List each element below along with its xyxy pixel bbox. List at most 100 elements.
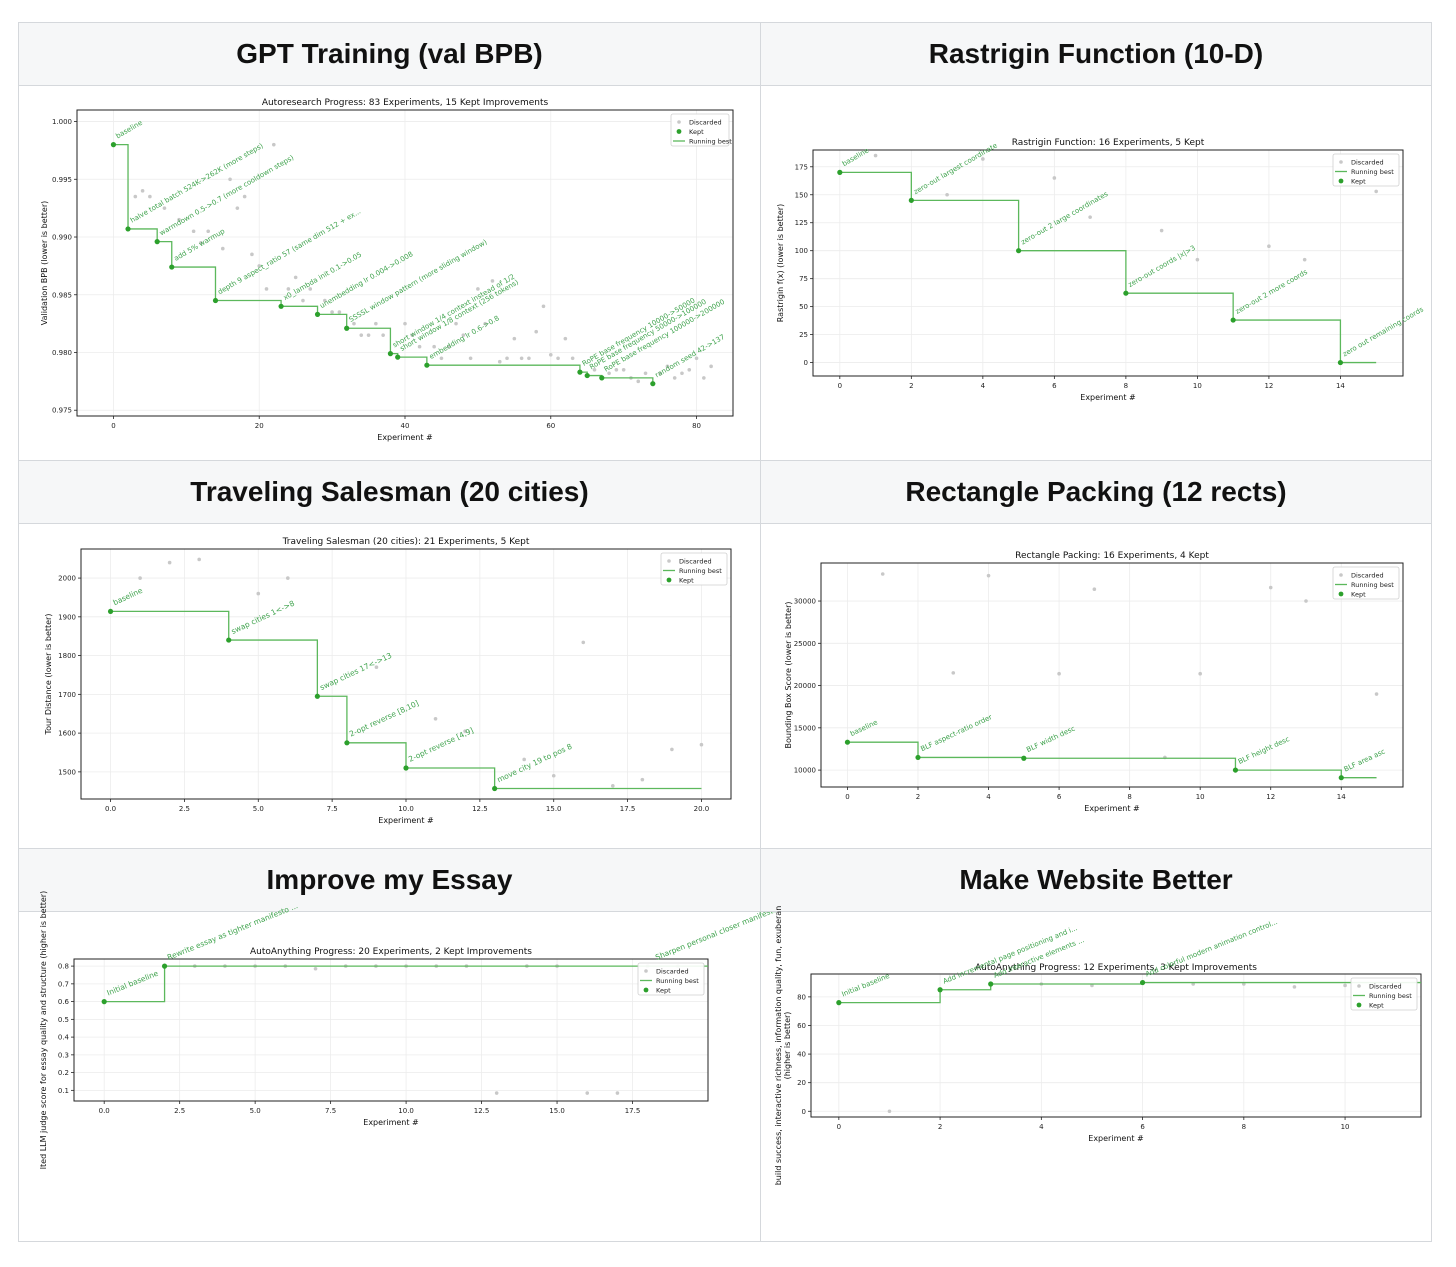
discarded-point (615, 1091, 620, 1095)
x-tick-label: 4 (981, 382, 986, 390)
kept-annotation: Add incremental page positioning and i..… (942, 924, 1079, 985)
discarded-point (694, 356, 699, 361)
x-tick-label: 2.5 (174, 1107, 185, 1115)
discarded-point (951, 671, 956, 675)
discarded-point (1195, 257, 1200, 262)
kept-point (154, 239, 160, 245)
x-tick-label: 0.0 (99, 1107, 110, 1115)
legend-marker-kept (666, 577, 672, 583)
discarded-point (1374, 189, 1378, 194)
x-tick-label: 0 (837, 1123, 841, 1131)
y-tick-label: 0.995 (52, 176, 72, 184)
discarded-point (140, 189, 145, 193)
x-tick-label: 8 (1124, 382, 1128, 390)
y-tick-label: 0.3 (58, 1051, 69, 1059)
x-tick-label: 0 (111, 422, 115, 430)
y-tick-label: 0.2 (58, 1069, 69, 1077)
discarded-point (981, 157, 985, 161)
panel-heading: Traveling Salesman (20 cities) (19, 461, 760, 524)
chart-title: Rastrigin Function: 16 Experiments, 5 Ke… (1012, 138, 1205, 148)
discarded-point (468, 356, 473, 361)
kept-annotation: x0_lambda init 0.1->0.05 (282, 251, 363, 302)
discarded-point (687, 368, 692, 372)
legend-label: Kept (656, 987, 671, 995)
legend-label: Discarded (689, 119, 722, 127)
x-tick-label: 2.5 (179, 805, 190, 813)
kept-point (226, 637, 232, 643)
chart-rastrigin: 0 2 4 6 8 10 12 14 0 25 50 75 100 125 150 175 Rastrigin … (776, 138, 1425, 402)
chart-title: AutoAnything Progress: 12 Experiments, 3… (975, 963, 1257, 973)
chart-website: 0 2 4 6 8 10 0 20 40 60 80 AutoAnything Progress: 1… (774, 906, 1422, 1185)
legend-label: Kept (1351, 591, 1366, 599)
legend-label: Kept (1351, 178, 1366, 186)
running-best-line (104, 965, 708, 1003)
kept-point (584, 372, 590, 379)
chart-title: AutoAnything Progress: 20 Experiments, 2… (250, 947, 532, 957)
kept-point (212, 297, 219, 304)
discarded-point (585, 1091, 590, 1095)
kept-annotation: add 5% warmup (173, 227, 227, 263)
discarded-point (640, 777, 645, 782)
discarded-point (611, 784, 615, 788)
kept-annotation: 2-opt reverse [8,10] (348, 699, 420, 739)
x-tick-label: 6 (1140, 1123, 1145, 1131)
x-tick-label: 20 (255, 422, 264, 430)
y-tick-label: 100 (795, 247, 808, 255)
discarded-point (177, 217, 181, 222)
legend-marker-discarded (1339, 573, 1343, 577)
discarded-point (702, 376, 706, 380)
y-tick-label: 1800 (58, 652, 76, 660)
discarded-point (454, 321, 458, 326)
discarded-point (410, 333, 415, 337)
y-tick-label: 0 (802, 1108, 806, 1116)
kept-point (1337, 359, 1344, 366)
discarded-point (505, 356, 509, 361)
discarded-point (483, 321, 487, 326)
x-tick-label: 4 (1039, 1123, 1044, 1131)
legend-marker-discarded (677, 120, 681, 124)
discarded-point (206, 229, 210, 234)
discarded-point (301, 298, 305, 303)
discarded-point (614, 368, 619, 372)
kept-annotation: zero-out 2 more coords (1234, 268, 1309, 316)
legend-box (670, 113, 730, 147)
discarded-point (709, 364, 713, 369)
kept-annotation: BLF height desc (1237, 735, 1291, 766)
kept-annotation: baseline (112, 586, 145, 608)
kept-point (915, 754, 921, 761)
discarded-point (366, 333, 371, 337)
discarded-point (680, 371, 684, 376)
discarded-point (228, 177, 232, 182)
legend-label: Discarded (1351, 159, 1384, 167)
running-best-line (110, 610, 702, 790)
kept-point (937, 987, 943, 993)
chart-title: Traveling Salesman (20 cities): 21 Exper… (282, 537, 530, 547)
kept-annotation: move city 19 to pos 8 (496, 742, 574, 785)
discarded-point (433, 716, 438, 721)
discarded-point (463, 729, 467, 733)
discarded-point (220, 246, 225, 251)
y-tick-label: 1.000 (52, 118, 72, 126)
y-tick-label: 40 (797, 1051, 806, 1059)
legend-marker-discarded (1339, 160, 1343, 164)
discarded-point (191, 229, 196, 234)
kept-point (403, 765, 409, 771)
y-tick-label: 1700 (58, 691, 76, 699)
y-tick-label: 60 (797, 1022, 806, 1030)
kept-point (387, 351, 394, 357)
legend-label: Running best (679, 567, 722, 575)
kept-point (837, 169, 843, 175)
x-tick-label: 5.0 (253, 805, 264, 813)
discarded-point (138, 576, 142, 580)
y-tick-label: 10000 (794, 767, 816, 775)
discarded-point (607, 371, 611, 376)
discarded-point (556, 356, 560, 361)
discarded-point (643, 371, 648, 376)
y-axis-label: Tour Distance (lower is better) (44, 614, 53, 736)
x-tick-label: 7.5 (325, 1107, 336, 1115)
y-tick-label: 75 (799, 275, 808, 283)
discarded-point (256, 591, 261, 596)
y-tick-label: 0.4 (58, 1034, 70, 1042)
discarded-point (330, 310, 334, 314)
discarded-point (1343, 983, 1347, 988)
